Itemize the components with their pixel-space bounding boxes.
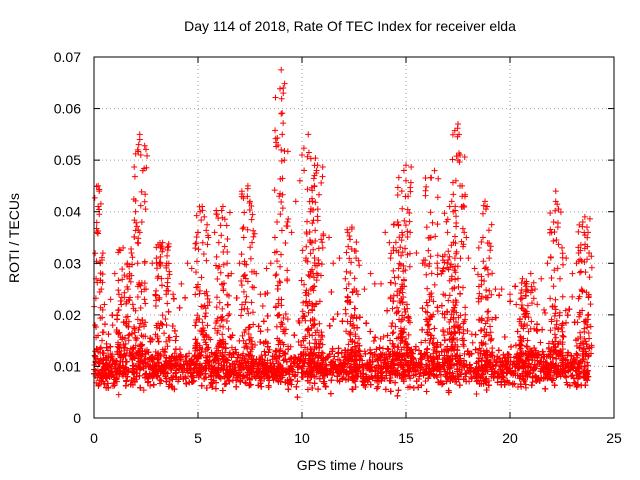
data-point (110, 383, 117, 390)
data-point (469, 339, 476, 346)
chart-title: Day 114 of 2018, Rate Of TEC Index for r… (184, 18, 516, 34)
data-point (584, 359, 591, 366)
data-point (541, 306, 548, 313)
data-point (226, 378, 233, 385)
data-point (434, 374, 441, 381)
data-point (147, 382, 154, 389)
data-point (585, 362, 592, 369)
data-point (295, 338, 302, 345)
data-point (243, 380, 250, 387)
data-point (211, 325, 218, 332)
data-point (418, 339, 425, 346)
data-point (259, 302, 266, 309)
data-point (131, 378, 138, 385)
data-points (91, 66, 595, 401)
data-point (316, 298, 323, 305)
data-point (534, 301, 541, 308)
data-point (104, 347, 111, 354)
data-point (473, 391, 480, 398)
data-point (422, 378, 429, 385)
data-point (496, 355, 503, 362)
data-point (380, 333, 387, 340)
data-point (149, 375, 156, 382)
data-point (141, 296, 148, 303)
grid-lines (94, 57, 614, 418)
data-point (377, 335, 384, 342)
data-point (109, 322, 116, 329)
data-point (569, 293, 576, 300)
data-point (94, 374, 101, 381)
data-point (140, 387, 147, 394)
data-point (302, 317, 309, 324)
data-point (228, 344, 235, 351)
data-point (158, 377, 165, 384)
data-point (264, 326, 271, 333)
data-point (115, 391, 122, 398)
data-point (562, 307, 569, 314)
